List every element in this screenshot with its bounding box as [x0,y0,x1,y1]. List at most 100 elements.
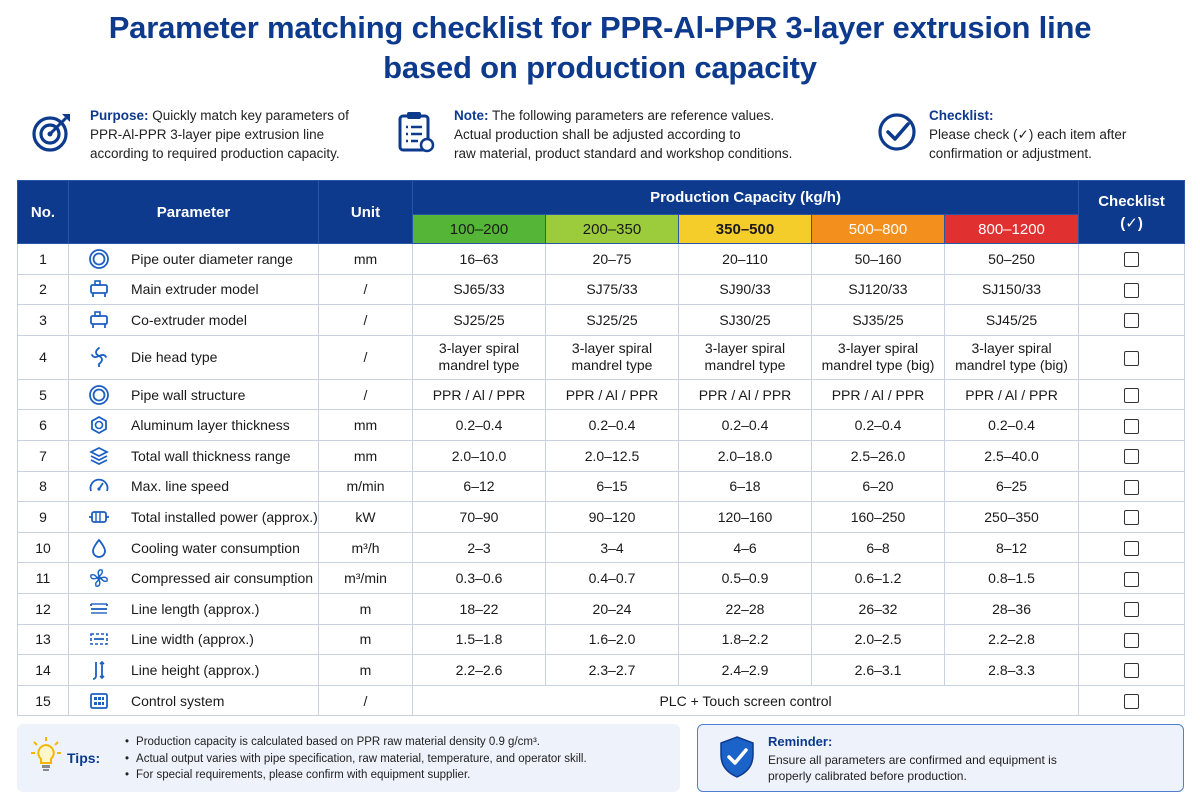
unit-cell: m³/min [318,562,413,594]
parameter-cell: Control system [68,684,319,717]
parameter-name: Pipe wall structure [131,386,246,403]
reminder-text: Ensure all parameters are confirmed and … [768,752,1058,784]
header-production-capacity: Production Capacity (kg/h) [411,180,1080,215]
table-row: 6 Aluminum layer thickness mm 0.2–0.4 0.2–0.… [17,409,1186,441]
header-parameter: Parameter [68,180,319,244]
value-cell: SJ65/33 [412,273,546,306]
value-cell: 1.6–2.0 [545,623,679,656]
value-cell: PPR / Al / PPR [678,378,812,411]
aluminum-layer-icon [69,414,129,436]
value-cell: PPR / Al / PPR [811,378,945,411]
title-line-2: based on production capacity [383,50,817,85]
checklist-checkbox[interactable] [1124,282,1140,298]
parameter-name: Control system [131,692,225,709]
row-number: 10 [17,531,69,564]
checklist-cell [1078,654,1186,686]
purpose-label: Purpose: [90,108,149,123]
checklist-checkbox[interactable] [1124,252,1140,268]
checklist-checkbox[interactable] [1124,693,1140,709]
header-checklist-line-2: (✓) [1120,214,1143,232]
value-cell: 120–160 [678,501,812,533]
clipboard-icon [398,112,435,153]
row-number: 7 [17,439,69,472]
reminder-title: Reminder: [768,734,833,749]
header-checklist-line-1: Checklist [1098,192,1165,210]
checklist-checkbox[interactable] [1124,418,1140,434]
value-line: mandrel type [438,357,520,374]
concentric-circle-icon [69,384,129,406]
value-cell: 6–20 [811,470,945,503]
value-cell: 6–12 [412,470,546,503]
value-cell: 0.3–0.6 [412,562,546,594]
value-cell: 0.2–0.4 [678,409,812,441]
value-line: 3-layer spiral [971,340,1052,357]
checklist-checkbox[interactable] [1124,449,1140,465]
checklist-checkbox[interactable] [1124,632,1140,648]
value-cell: 160–250 [811,501,945,533]
checklist-checkbox[interactable] [1124,571,1140,587]
parameter-name: Max. line speed [131,478,230,495]
parameter-name: Line height (approx.) [131,661,260,678]
checklist-cell [1078,592,1186,625]
checklist-checkbox[interactable] [1124,510,1140,526]
parameter-cell: Total wall thickness range [68,439,319,472]
checklist-checkbox[interactable] [1124,540,1140,556]
unit-cell: m [318,623,413,656]
value-cell: SJ90/33 [678,273,812,306]
value-line: mandrel type (big) [955,357,1068,374]
parameter-name: Line length (approx.) [131,600,260,617]
value-cell: 3–4 [545,531,679,564]
checklist-checkbox[interactable] [1124,350,1140,366]
checklist-checkbox[interactable] [1124,663,1140,679]
parameter-name: Main extruder model [131,281,259,298]
checklist-checkbox[interactable] [1124,602,1140,618]
row-number: 4 [17,334,69,380]
value-cell: SJ25/25 [545,304,679,336]
checklist-checkbox[interactable] [1124,313,1140,329]
row-number: 11 [17,562,69,594]
checklist-line-2: confirmation or adjustment. [929,146,1092,161]
value-line: mandrel type (big) [821,357,935,374]
purpose-line-2: PPR-Al-PPR 3-layer pipe extrusion line [90,127,325,142]
table-row: 8 Max. line speed m/min 6–12 6–15 6–18 6–20 6–2… [17,470,1186,503]
value-cell: 3-layer spiral mandrel type (big) [811,334,945,380]
value-line: mandrel type [571,357,653,374]
value-cell: PLC + Touch screen control [411,684,1080,717]
height-icon [69,659,129,681]
value-cell: 2.3–2.7 [545,654,679,686]
value-cell: 0.4–0.7 [545,562,679,594]
capacity-200-350: 200–350 [545,214,679,244]
check-circle-icon [878,113,916,151]
value-cell: 2.5–40.0 [943,439,1080,472]
checklist-text: Checklist: Please check (✓) each item af… [929,106,1126,163]
speedometer-icon [69,475,129,497]
unit-cell: / [318,273,413,306]
checklist-cell [1078,562,1186,594]
value-cell: 2–3 [412,531,546,564]
value-cell: 3-layer spiral mandrel type [412,334,546,380]
parameter-cell: Main extruder model [68,273,319,306]
checklist-block: Checklist: Please check (✓) each item af… [875,106,1180,172]
parameter-name: Co-extruder model [131,311,247,328]
row-number: 1 [17,243,69,275]
value-cell: 6–25 [943,470,1080,503]
layers-icon [69,445,129,467]
value-cell: SJ75/33 [545,273,679,306]
value-line: 3-layer spiral [438,340,520,357]
parameter-name: Aluminum layer thickness [131,417,290,434]
checklist-checkbox[interactable] [1124,387,1140,403]
length-icon [69,598,129,620]
value-cell: 0.2–0.4 [412,409,546,441]
checklist-cell [1078,378,1186,411]
parameter-cell: Compressed air consumption [68,562,319,594]
checklist-checkbox[interactable] [1124,479,1140,495]
row-number: 3 [17,304,69,336]
title-line-1: Parameter matching checklist for PPR-Al-… [108,10,1092,45]
unit-cell: mm [318,409,413,441]
checklist-cell [1078,470,1186,503]
value-cell: PPR / Al / PPR [545,378,679,411]
parameter-cell: Pipe wall structure [68,378,319,411]
target-icon [32,114,70,152]
width-icon [69,628,129,650]
unit-cell: / [318,304,413,336]
